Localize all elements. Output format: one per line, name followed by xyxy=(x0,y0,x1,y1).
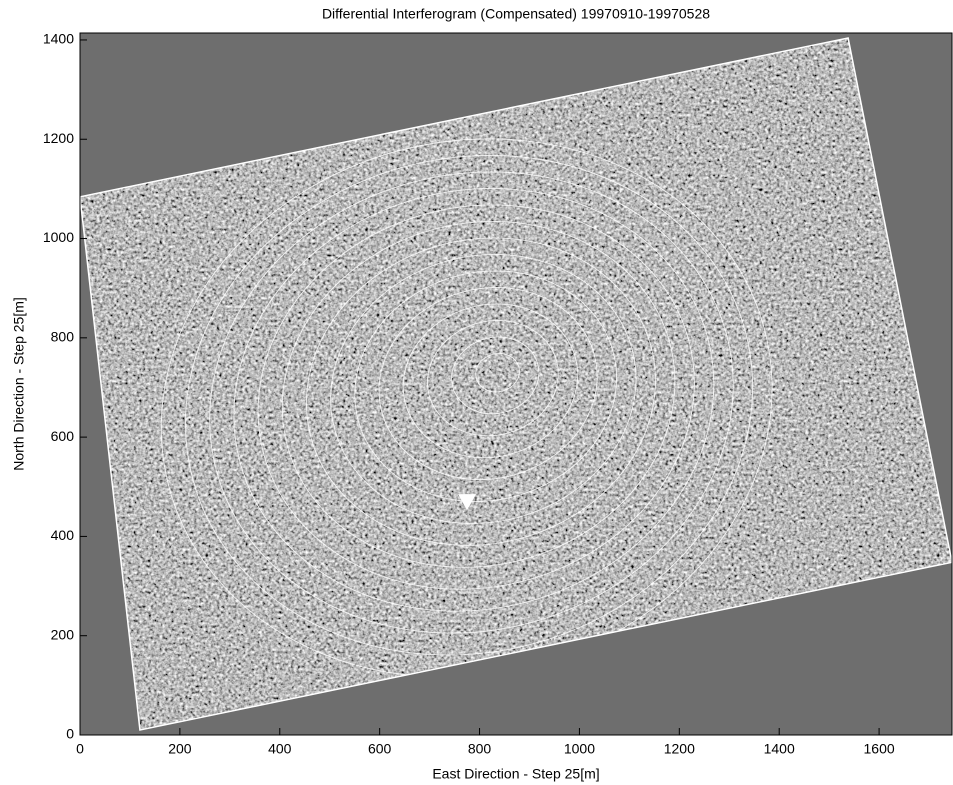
y-tick-label: 1200 xyxy=(43,130,74,146)
y-tick-label: 0 xyxy=(66,726,74,742)
y-tick-label: 400 xyxy=(51,527,75,543)
chart-title: Differential Interferogram (Compensated)… xyxy=(322,6,710,22)
x-tick-label: 600 xyxy=(368,741,392,757)
x-tick-label: 1000 xyxy=(564,741,595,757)
x-tick-label: 200 xyxy=(168,741,192,757)
x-axis-label: East Direction - Step 25[m] xyxy=(432,766,599,782)
x-tick-label: 400 xyxy=(268,741,292,757)
y-tick-label: 800 xyxy=(51,329,75,345)
chart: Differential Interferogram (Compensated)… xyxy=(0,0,953,785)
y-axis-label: North Direction - Step 25[m] xyxy=(11,297,27,471)
y-tick-label: 1400 xyxy=(43,31,74,47)
x-tick-label: 0 xyxy=(76,741,84,757)
x-tick-label: 1200 xyxy=(664,741,695,757)
y-tick-label: 1000 xyxy=(43,229,74,245)
x-tick-label: 800 xyxy=(468,741,492,757)
x-tick-label: 1400 xyxy=(764,741,795,757)
y-tick-label: 200 xyxy=(51,626,75,642)
x-tick-label: 1600 xyxy=(864,741,895,757)
y-tick-label: 600 xyxy=(51,428,75,444)
